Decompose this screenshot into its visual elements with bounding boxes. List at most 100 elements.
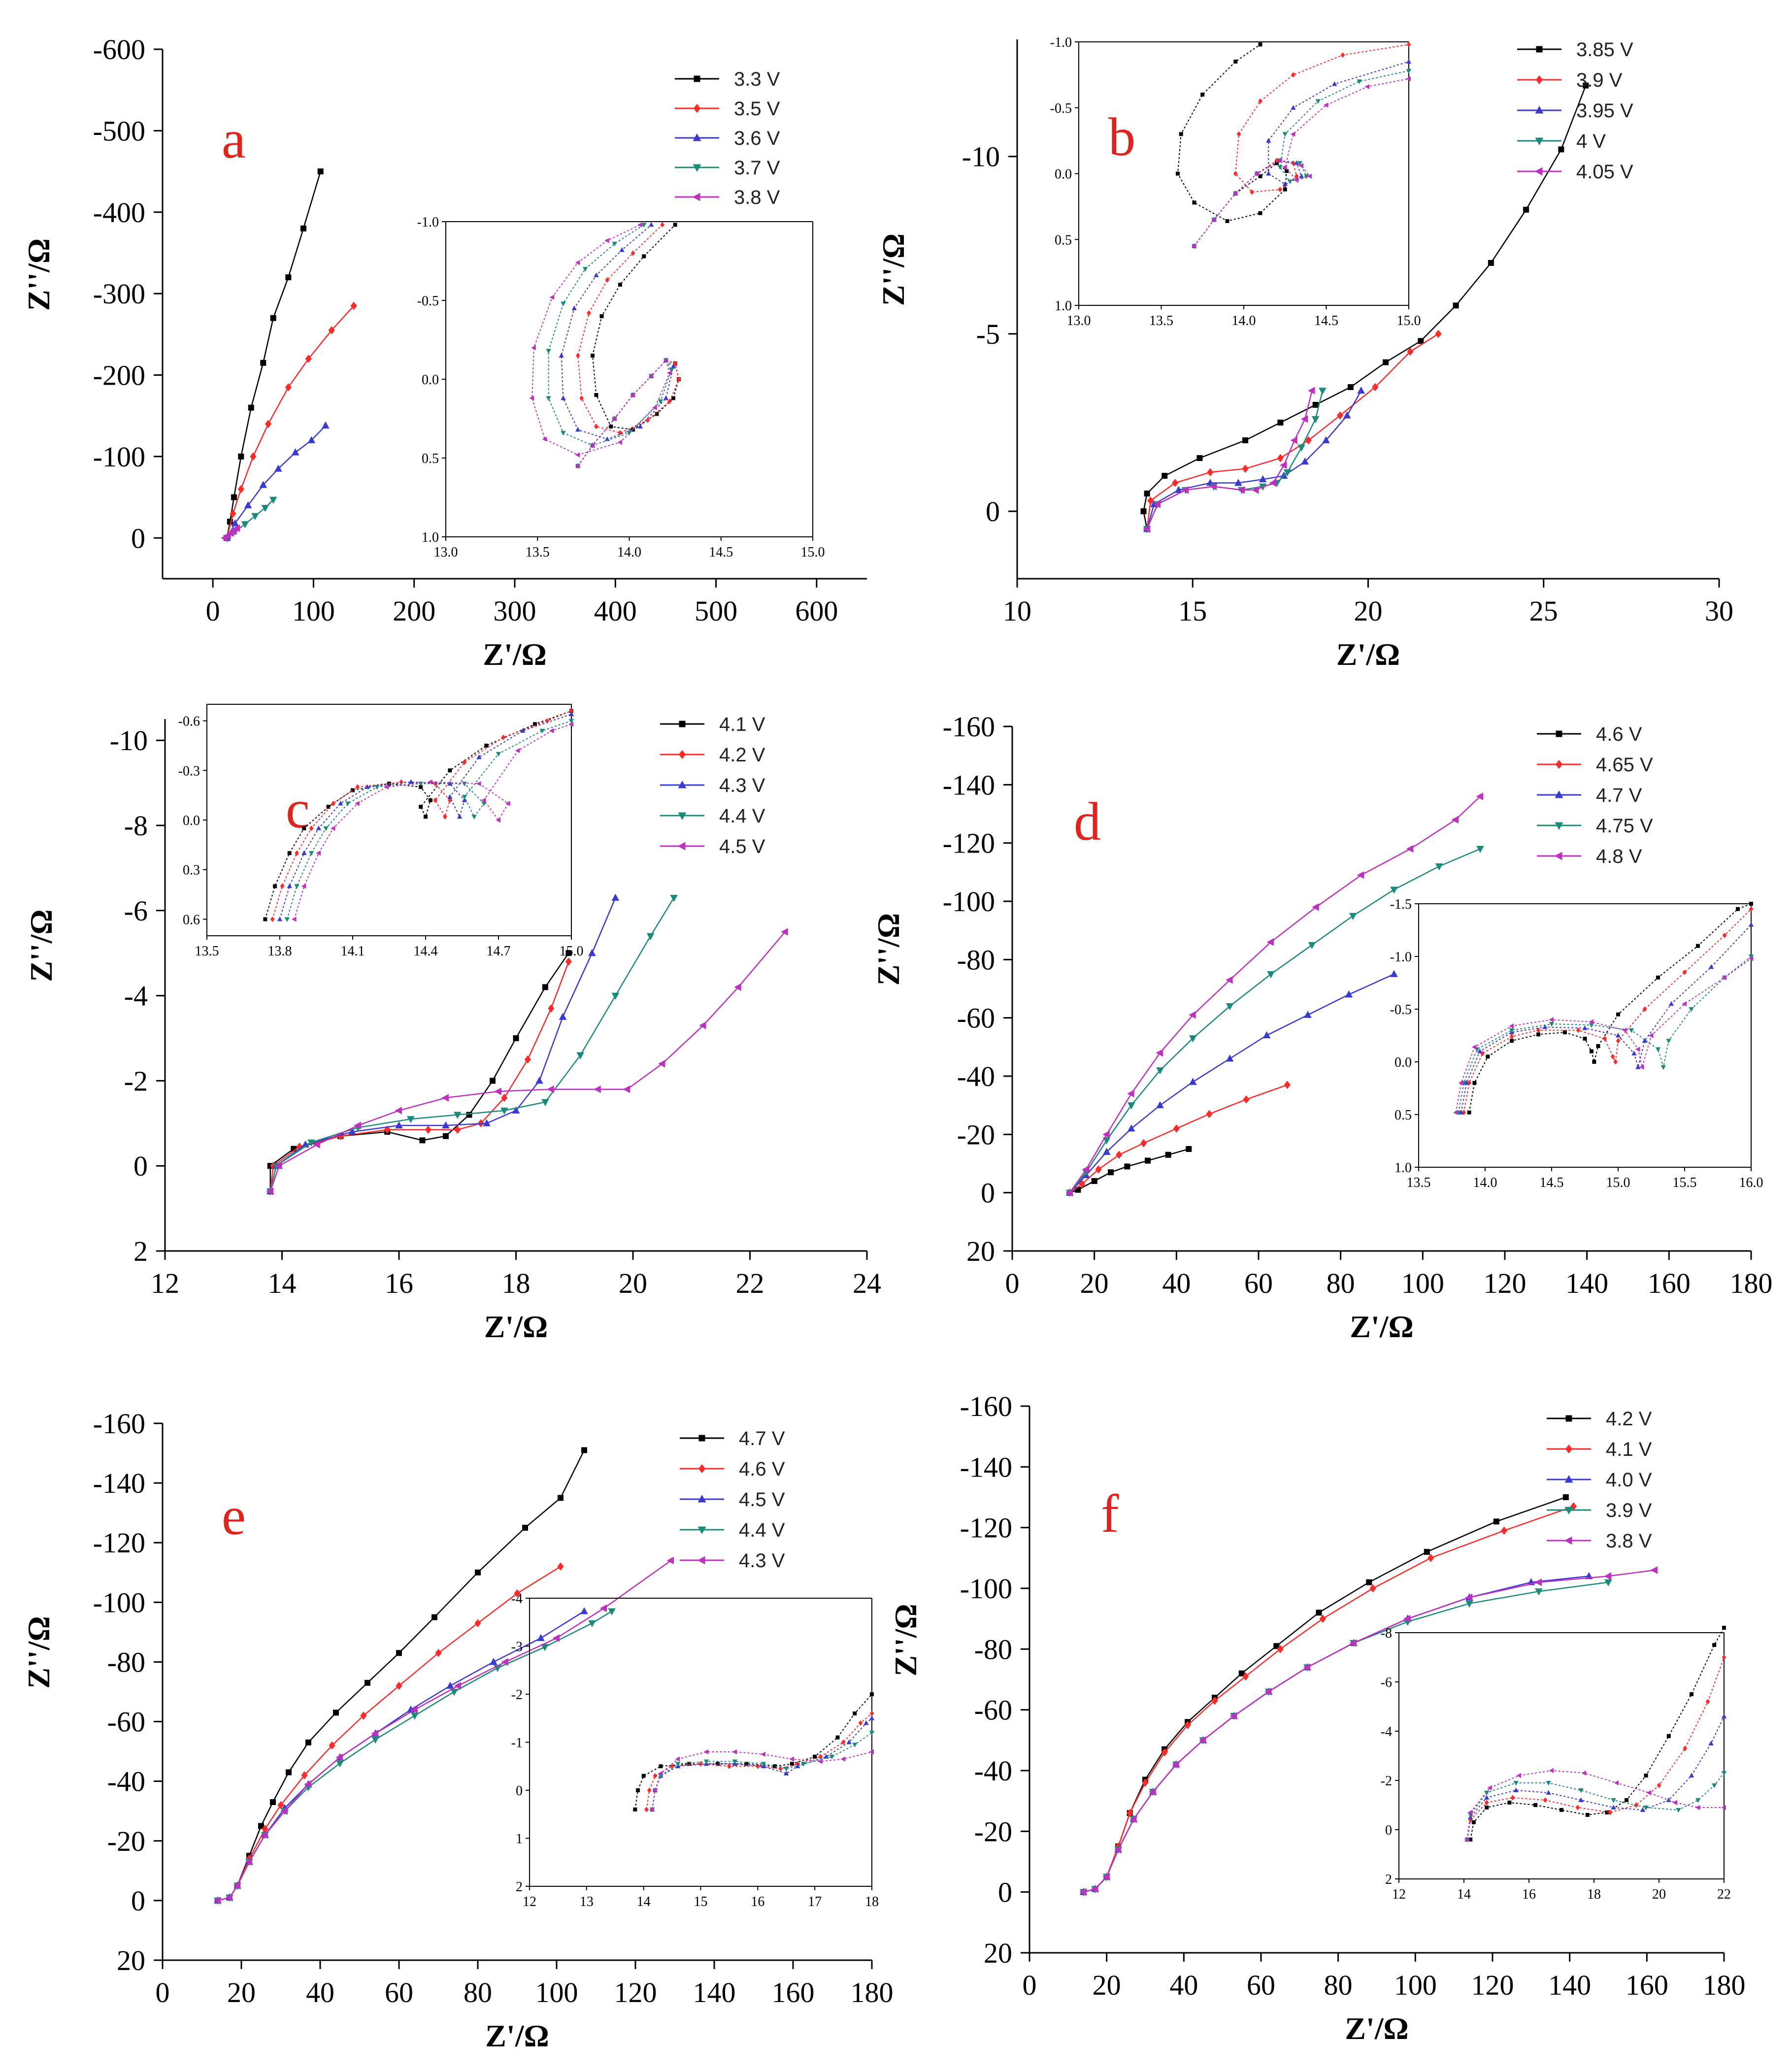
inset-data-point — [1657, 1782, 1661, 1788]
inset-data-point — [1487, 1785, 1492, 1791]
legend-entry: 4.6 V — [1537, 723, 1642, 745]
main-data-point — [1406, 845, 1414, 853]
main-data-point — [1319, 1614, 1326, 1623]
main-data-point — [238, 453, 244, 460]
inset-series-markers — [644, 1710, 874, 1812]
legend-label: 4.7 V — [1596, 785, 1642, 806]
inset-data-point — [612, 241, 617, 247]
legend: 3.85 V 3.9 V 3.95 V 4 V 4.05 V — [1517, 39, 1633, 183]
inset-series-markers — [1191, 76, 1411, 249]
inset-y-tick-label: 0.6 — [183, 912, 200, 927]
main-x-tick-label: 160 — [772, 1976, 815, 2008]
inset-y-tick-label: 0.0 — [422, 372, 439, 388]
main-data-point — [277, 1801, 284, 1809]
inset-data-point — [829, 1754, 835, 1760]
inset-data-point — [1549, 1021, 1555, 1027]
inset-data-point — [419, 785, 423, 789]
inset-x-tick-label: 15 — [694, 1894, 708, 1909]
y-axis-title: Z''/Ω — [888, 1604, 923, 1676]
main-x-tick-label: 140 — [1565, 1267, 1608, 1299]
main-data-point — [285, 383, 292, 392]
inset-y-tick-label: -0.6 — [178, 714, 200, 729]
inset-data-point — [399, 779, 404, 785]
inset-x-tick-label: 15.0 — [560, 944, 584, 959]
main-data-point — [304, 1780, 311, 1788]
inset-data-point — [663, 358, 668, 363]
main-x-tick-label: 160 — [1648, 1267, 1691, 1299]
main-data-point — [446, 1681, 454, 1689]
main-y-tick-label: -400 — [93, 197, 145, 229]
main-data-point — [1500, 1526, 1508, 1535]
inset-x-tick-label: 14 — [637, 1894, 651, 1909]
legend-marker — [697, 1556, 705, 1565]
main-data-point — [1383, 359, 1389, 365]
main-data-point — [565, 950, 572, 956]
main-y-tick-label: -8 — [124, 810, 148, 842]
inset-series-line-4_0V — [1466, 1716, 1725, 1840]
inset-data-point — [1712, 1643, 1717, 1647]
inset-x-tick-label: 16.0 — [1739, 1175, 1763, 1190]
inset-x-tick-label: 22 — [1717, 1887, 1731, 1902]
inset-data-point — [1642, 1038, 1648, 1043]
inset-data-point — [641, 1774, 646, 1778]
inset-data-point — [1459, 1110, 1464, 1115]
main-axes: 0 20 40 60 80 100 120 140 160 180200-20-40-60-80-… — [943, 711, 1773, 1299]
inset-plot: 13.5 14.0 14.5 15.0 15.5 16.0 -1.5 -1.0 -0.5 0.0 0… — [1390, 897, 1763, 1190]
inset-series-line-4_5V — [294, 723, 572, 920]
inset-data-point — [676, 376, 681, 382]
inset-y-tick-label: -0.5 — [1390, 1002, 1412, 1018]
main-data-point — [335, 1753, 343, 1762]
inset-data-point — [331, 800, 335, 807]
legend-entry: 3.8 V — [1547, 1530, 1652, 1552]
inset-data-point — [609, 425, 613, 428]
inset-data-point — [1176, 171, 1180, 176]
main-y-tick-label: 0 — [133, 1150, 148, 1182]
panel-letter: a — [222, 109, 246, 169]
inset-data-point — [520, 728, 526, 733]
inset-data-point — [323, 826, 329, 831]
inset-data-point — [484, 743, 489, 748]
x-axis-title: Z'/Ω — [483, 637, 547, 672]
inset-data-point — [1536, 1027, 1541, 1033]
main-y-tick-label: -60 — [957, 1002, 995, 1034]
legend-label: 4.3 V — [739, 1550, 785, 1572]
legend-label: 4.2 V — [1606, 1408, 1652, 1430]
main-data-point — [1091, 1885, 1098, 1893]
legend-entry: 4.05 V — [1517, 161, 1633, 183]
main-y-tick-label: -5 — [976, 318, 1000, 350]
main-x-tick-label: 300 — [494, 595, 536, 627]
inset-data-point — [637, 222, 642, 228]
inset-data-point — [863, 1720, 869, 1725]
main-data-point — [1493, 1518, 1499, 1525]
inset-data-point — [1708, 964, 1714, 969]
inset-data-point — [1258, 98, 1262, 104]
inset-data-point — [587, 310, 591, 316]
main-data-point — [1300, 415, 1308, 423]
inset-data-point — [1467, 1110, 1471, 1115]
inset-data-point — [1581, 1770, 1587, 1776]
inset-data-point — [1467, 1809, 1473, 1815]
main-y-tick-label: -100 — [943, 886, 995, 918]
legend-entry: 3.9 V — [1517, 69, 1623, 91]
inset-data-point — [591, 354, 595, 358]
inset-data-point — [633, 1808, 637, 1811]
inset-data-point — [263, 917, 267, 921]
inset-data-point — [270, 916, 275, 922]
main-data-point — [241, 521, 249, 528]
main-y-tick-label: -120 — [960, 1512, 1012, 1544]
main-data-point — [329, 1741, 335, 1750]
main-data-point — [1267, 971, 1275, 979]
inset-data-point — [612, 416, 617, 422]
main-series-line-3_3V — [226, 171, 321, 538]
inset-data-point — [1467, 1080, 1471, 1086]
inset-data-point — [549, 728, 554, 733]
inset-data-point — [1582, 1025, 1588, 1030]
inset-y-tick-label: -1 — [511, 1736, 523, 1751]
main-data-point — [1488, 260, 1494, 266]
inset-data-point — [840, 1756, 846, 1762]
inset-x-tick-label: 14.0 — [1473, 1175, 1497, 1190]
main-data-point — [490, 1078, 496, 1084]
x-axis-title: Z'/Ω — [485, 2018, 549, 2053]
main-data-point — [1199, 1736, 1206, 1744]
main-data-point — [307, 436, 316, 443]
